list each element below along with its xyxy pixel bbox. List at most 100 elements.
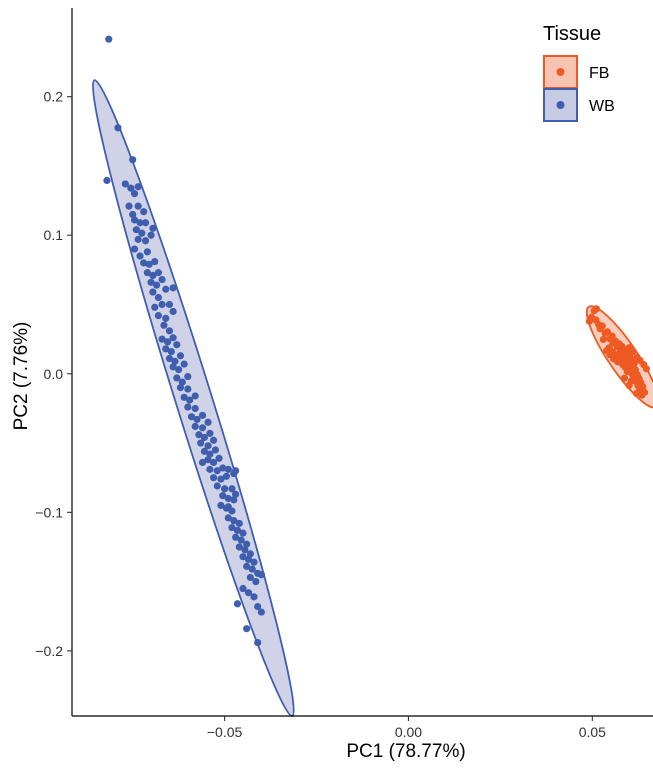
point-wb (232, 490, 240, 498)
point-wb (224, 494, 232, 503)
point-wb (169, 284, 177, 292)
point-wb (195, 431, 203, 439)
point-wb (149, 271, 157, 280)
point-wb (235, 543, 243, 551)
point-fb (642, 365, 650, 373)
point-wb (221, 485, 229, 493)
point-wb (141, 237, 150, 245)
point-wb (213, 482, 221, 490)
point-wb (176, 384, 185, 392)
y-axis-title: PC2 (7.76%) (11, 322, 32, 431)
y-tick-label: −0.2 (35, 643, 63, 659)
x-tick-label: 0.05 (579, 724, 606, 740)
point-wb (175, 366, 183, 374)
point-wb (252, 578, 260, 586)
point-wb (147, 231, 155, 239)
point-wb (149, 224, 157, 232)
point-wb (209, 436, 218, 444)
legend-dot-fb (556, 68, 565, 76)
x-axis-title: PC1 (78.77%) (346, 741, 465, 762)
point-wb (191, 422, 199, 431)
point-fb (599, 335, 607, 344)
point-wb (129, 210, 137, 219)
point-wb (158, 275, 166, 284)
point-wb (197, 439, 205, 447)
point-wb (152, 281, 161, 289)
point-fb (625, 344, 633, 352)
point-wb (140, 259, 148, 267)
point-wb (130, 190, 139, 198)
point-wb (105, 35, 113, 43)
x-tick-label: 0.00 (395, 724, 422, 740)
point-wb (191, 404, 199, 413)
point-wb (224, 503, 232, 511)
point-wb (257, 608, 265, 616)
point-fb (630, 359, 638, 367)
point-fb (585, 317, 593, 325)
point-wb (217, 475, 225, 483)
point-wb (176, 352, 185, 360)
point-wb (257, 571, 265, 579)
y-tick-label: 0.2 (44, 89, 64, 105)
point-fb (596, 325, 604, 333)
point-wb (222, 472, 231, 480)
point-wb (160, 321, 168, 329)
point-wb (250, 558, 258, 566)
point-wb (132, 226, 140, 234)
point-fb (622, 355, 631, 363)
point-wb (228, 523, 236, 532)
point-wb (198, 424, 207, 432)
point-fb (627, 377, 635, 385)
point-wb (244, 555, 253, 564)
point-wb (171, 357, 179, 365)
point-wb (209, 474, 218, 482)
legend-label-fb: FB (589, 65, 609, 82)
legend-item-fb: FB (543, 55, 609, 89)
points-layer (103, 35, 650, 647)
axes (71, 8, 653, 717)
point-wb (191, 392, 199, 400)
point-wb (230, 496, 238, 504)
point-wb (103, 176, 111, 185)
legend-dot-wb (556, 101, 565, 109)
point-wb (151, 303, 159, 311)
point-wb (254, 602, 262, 611)
point-wb (140, 208, 148, 216)
point-wb (125, 202, 133, 210)
point-wb (121, 180, 129, 188)
point-wb (173, 341, 181, 349)
point-wb (136, 252, 144, 260)
point-wb (165, 327, 174, 335)
point-wb (169, 334, 177, 342)
point-wb (243, 562, 251, 570)
point-wb (241, 546, 249, 554)
point-wb (164, 338, 172, 346)
point-wb (198, 458, 207, 467)
point-wb (243, 625, 251, 633)
x-ticks: −0.05 0.00 0.05 (207, 716, 606, 740)
point-wb (204, 456, 212, 464)
point-wb (211, 446, 220, 454)
point-wb (158, 300, 166, 309)
point-wb (246, 573, 254, 582)
point-wb (235, 519, 243, 528)
point-fb (617, 352, 625, 360)
point-wb (180, 360, 188, 368)
point-wb (154, 269, 163, 277)
point-wb (224, 514, 232, 522)
point-wb (243, 540, 251, 548)
point-wb (228, 485, 236, 493)
point-wb (224, 465, 232, 473)
point-wb (233, 600, 242, 608)
point-wb (206, 465, 214, 473)
point-wb (184, 385, 192, 393)
point-wb (162, 314, 170, 322)
point-wb (193, 415, 201, 424)
point-wb (129, 156, 137, 164)
point-wb (136, 219, 144, 227)
y-tick-label: 0.1 (44, 227, 64, 243)
point-wb (250, 593, 258, 601)
point-wb (213, 467, 221, 475)
point-wb (154, 311, 163, 320)
